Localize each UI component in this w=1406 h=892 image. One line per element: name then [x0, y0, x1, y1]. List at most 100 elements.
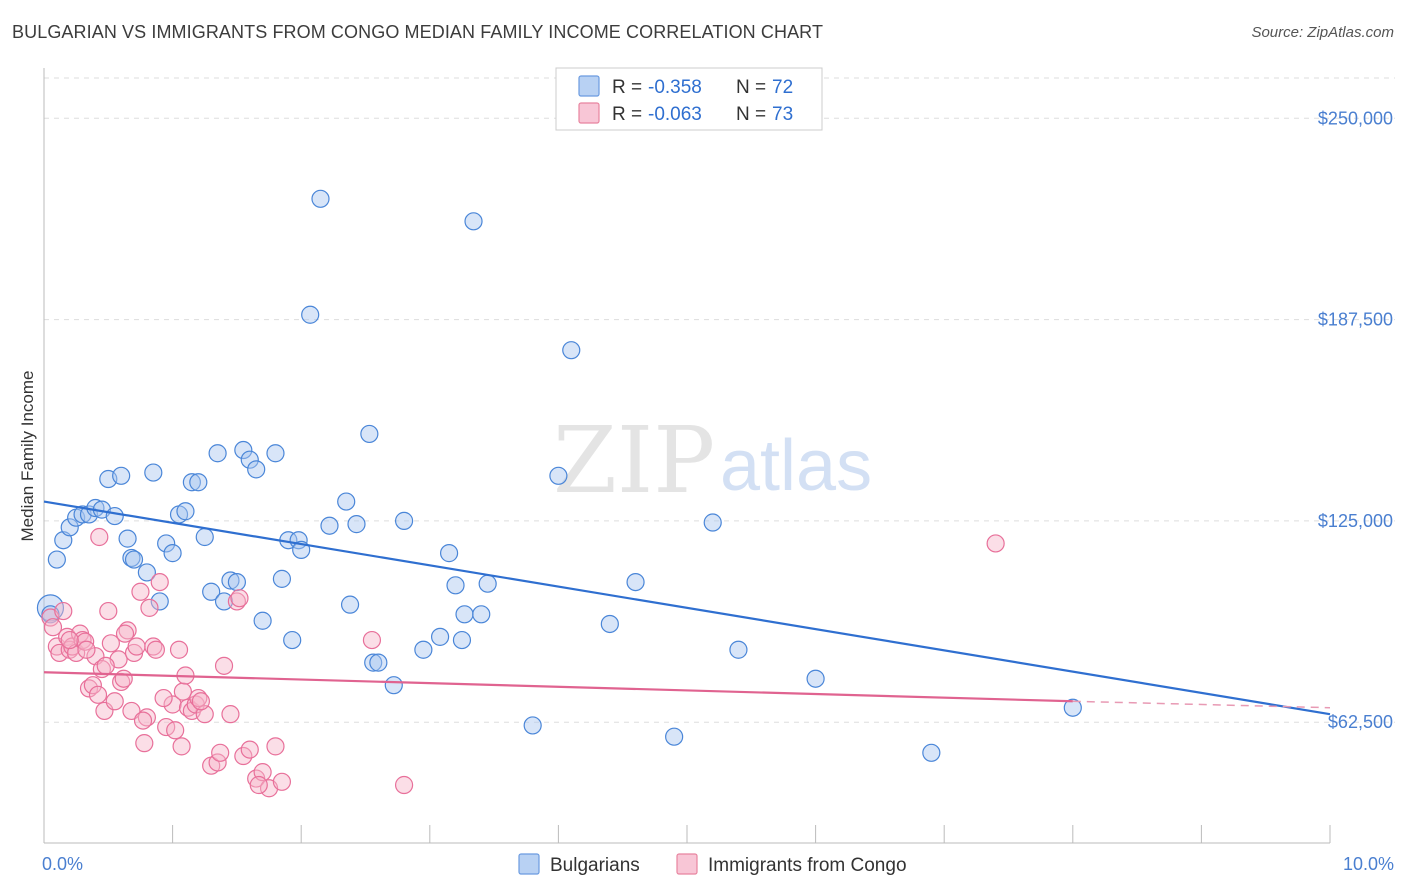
bulgarians-point — [360, 424, 379, 444]
legend-box: R = -0.358 N = 72 R = -0.063 N = 73 — [555, 67, 823, 131]
bulgarians-point — [234, 440, 253, 460]
congo-point — [266, 737, 285, 756]
congo-point — [214, 656, 234, 675]
bulgarians-point — [150, 592, 169, 611]
congo-point — [105, 692, 124, 711]
bulgarians-point — [163, 544, 182, 563]
bulgarians-point — [665, 727, 684, 746]
watermark-zip: ZIP — [553, 407, 715, 514]
congo-point — [115, 624, 135, 643]
bulgarians-point — [729, 640, 748, 659]
bulgarians-point — [272, 569, 292, 588]
y-tick-label: $187,500 — [1318, 310, 1393, 330]
congo-point — [88, 685, 108, 704]
legend-n-label-2: N = — [736, 104, 766, 125]
chart-title: BULGARIAN VS IMMIGRANTS FROM CONGO MEDIA… — [12, 22, 824, 42]
bulgarians-point — [157, 534, 176, 553]
bulgarians-point — [144, 463, 163, 482]
bulgarians-point — [439, 544, 459, 563]
congo-point — [163, 695, 182, 714]
bulgarians-point — [806, 669, 825, 688]
congo-point — [122, 701, 141, 721]
congo-point — [172, 737, 191, 756]
y-tick-label: $62,500 — [1328, 712, 1393, 732]
congo-point — [146, 640, 165, 659]
congo-point — [43, 618, 63, 637]
legend-r-label-1: R = — [612, 77, 642, 98]
congo-point — [150, 572, 169, 592]
congo-point — [144, 637, 163, 656]
bulgarians-point — [384, 676, 403, 695]
congo-point — [99, 601, 118, 621]
bulgarians-point — [452, 630, 472, 650]
bulgarians-point — [176, 502, 195, 521]
bulgarians-point — [340, 595, 360, 614]
bulgarians-point — [266, 444, 285, 463]
congo-point — [140, 598, 159, 617]
bottom-legend-swatch-congo — [676, 853, 698, 875]
bulgarians-point — [922, 743, 941, 762]
congo-point — [227, 592, 246, 611]
bulgarians-point — [364, 653, 383, 672]
bulgarians-point — [301, 305, 320, 324]
y-tick-labels: $62,500 $125,000 $187,500 $250,000 — [1318, 108, 1393, 732]
bulgarians-point — [137, 563, 156, 582]
bulgarians-point — [283, 630, 302, 650]
congo-point — [986, 534, 1005, 553]
bottom-legend-bulgarians: Bulgarians — [550, 855, 640, 876]
trend-lines — [43, 500, 1331, 716]
watermark: ZIP atlas — [553, 407, 872, 514]
legend-r-label-2: R = — [612, 104, 642, 125]
legend-r-value-1: -0.358 — [648, 77, 702, 98]
bulgarians-point — [221, 571, 240, 590]
congo-point — [394, 775, 414, 795]
congo-point — [90, 527, 109, 547]
bulgarians-point — [549, 466, 568, 485]
bulgarians-point — [703, 513, 722, 532]
bulgarians-point — [47, 550, 66, 569]
bulgarians-point — [523, 716, 542, 735]
bulgarians-point — [626, 572, 645, 592]
y-tick-label: $125,000 — [1318, 511, 1393, 531]
bulgarians-point — [36, 594, 65, 622]
bulgarians-point — [189, 473, 208, 492]
congo-point — [77, 640, 96, 659]
bulgarians-point — [347, 515, 366, 534]
congo-point — [189, 688, 208, 708]
bulgarians-point — [472, 605, 491, 624]
bulgarians-point — [208, 444, 227, 463]
bottom-legend-swatch-bulgarians — [518, 853, 540, 875]
bulgarians-point — [112, 466, 131, 485]
congo-points — [41, 527, 1005, 798]
congo-point — [135, 734, 154, 753]
congo-point — [131, 582, 150, 601]
bulgarians-point — [214, 592, 234, 611]
congo-point — [154, 688, 173, 708]
bulgarians-point — [369, 653, 388, 672]
congo-point — [272, 772, 292, 791]
bulgarians-point — [455, 605, 474, 624]
x-tick-labels: 0.0% 10.0% — [42, 854, 1394, 874]
bulgarians-points — [36, 189, 1082, 762]
congo-point — [234, 746, 253, 766]
congo-point — [211, 743, 230, 762]
bulgarians-point — [337, 492, 356, 511]
legend-n-label-1: N = — [736, 77, 766, 98]
bulgarians-point — [446, 576, 465, 595]
congo-point — [83, 676, 102, 695]
congo-point — [118, 621, 137, 640]
bulgarians-point — [182, 473, 201, 492]
legend-n-value-2: 73 — [772, 104, 793, 125]
bulgarians-point — [195, 527, 214, 547]
bottom-legend: Bulgarians Immigrants from Congo — [518, 853, 907, 876]
bulgarians-point — [320, 516, 339, 535]
bulgarians-point — [1063, 698, 1082, 717]
bulgarians-point — [311, 189, 330, 208]
bulgarians-trend-line — [43, 500, 1331, 716]
congo-point — [230, 589, 249, 608]
watermark-atlas: atlas — [720, 426, 872, 506]
congo-point — [362, 630, 382, 650]
bulgarians-point — [464, 212, 483, 231]
congo-point — [101, 634, 120, 653]
